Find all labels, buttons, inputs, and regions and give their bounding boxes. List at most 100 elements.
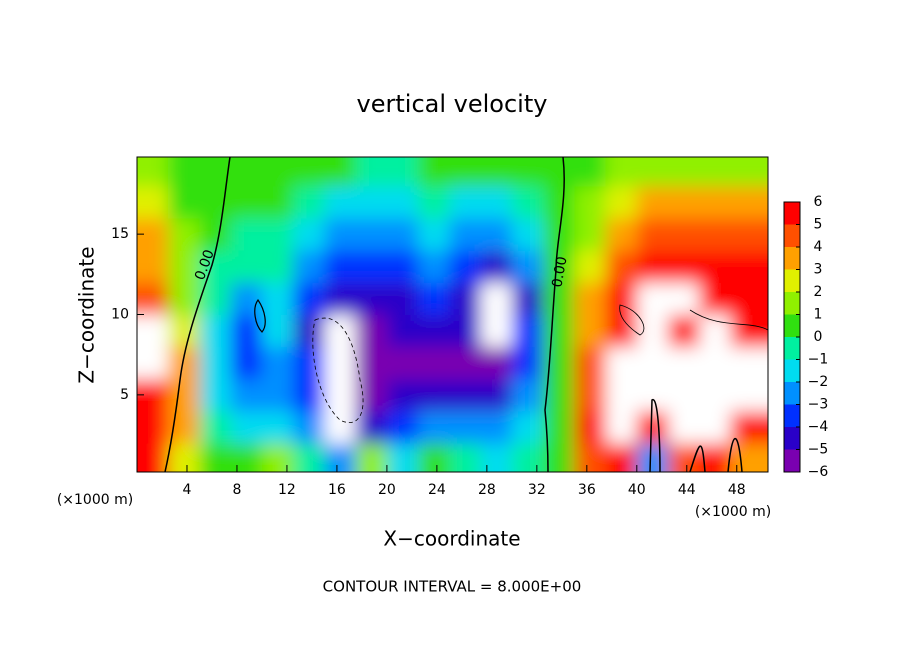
- contour-label: 0.00: [549, 255, 570, 288]
- field-cell: [699, 218, 732, 251]
- field-cell: [636, 410, 669, 444]
- field-cell: [324, 157, 357, 187]
- field-cell: [449, 250, 482, 283]
- field-cell: [699, 410, 732, 444]
- field-cell: [730, 250, 768, 283]
- field-cell: [730, 185, 768, 219]
- field-cell: [261, 378, 294, 412]
- colorbar-swatch: [784, 202, 800, 225]
- field-cell: [574, 378, 607, 412]
- field-cell: [137, 218, 169, 251]
- field-cell: [511, 346, 544, 380]
- field-cell: [511, 282, 544, 315]
- field-cell: [574, 410, 607, 444]
- field-cell: [261, 346, 294, 380]
- contour-line: [689, 309, 768, 331]
- field-cell: [449, 218, 482, 251]
- field-cell: [355, 185, 388, 219]
- field-cell: [199, 185, 232, 219]
- field-cell: [324, 218, 357, 251]
- field-cell: [261, 250, 294, 283]
- colorbar-tick-label: 4: [814, 239, 823, 255]
- field-cell: [449, 185, 482, 219]
- field-cell: [230, 443, 263, 472]
- field-cell: [168, 218, 200, 251]
- field-cell: [137, 282, 169, 315]
- y-tick-label: 5: [120, 387, 129, 403]
- contours: [164, 157, 768, 472]
- field-cell: [137, 410, 169, 444]
- field-cell: [668, 346, 700, 380]
- y-axis-label: Z−coordinate: [75, 246, 99, 383]
- field-cell: [418, 185, 450, 219]
- field-cell: [449, 346, 482, 380]
- field-cell: [730, 282, 768, 315]
- field-cell: [730, 346, 768, 380]
- field-cell: [605, 314, 638, 348]
- field-cell: [261, 282, 294, 315]
- field-cell: [137, 443, 169, 472]
- field-cell: [511, 378, 544, 412]
- field-cell: [699, 346, 732, 380]
- field-cell: [168, 346, 200, 380]
- field-cell: [355, 443, 388, 472]
- field-cell: [543, 157, 575, 187]
- field-cell: [230, 157, 263, 187]
- field-cell: [668, 410, 700, 444]
- colorbar-tick-label: 1: [814, 307, 823, 323]
- field-cell: [511, 218, 544, 251]
- field-cell: [199, 314, 232, 348]
- field-cell: [168, 250, 200, 283]
- field-cell: [480, 346, 513, 380]
- field-cell: [668, 282, 700, 315]
- field: [137, 157, 768, 472]
- x-unit: (×1000 m): [57, 492, 133, 508]
- footer: CONTOUR INTERVAL = 8.000E+00: [323, 578, 582, 596]
- contour-line: [544, 157, 565, 472]
- colorbar-tick-label: 0: [814, 329, 823, 345]
- field-cell: [543, 410, 575, 444]
- field-cell: [293, 346, 325, 380]
- field-cell: [355, 218, 388, 251]
- field-cell: [636, 378, 669, 412]
- field-clip: [137, 157, 768, 472]
- field-cell: [261, 314, 294, 348]
- colorbar-tick-label: −4: [808, 419, 829, 435]
- colorbar-swatch: [784, 314, 800, 337]
- field-cell: [137, 157, 169, 187]
- colorbar-swatch: [784, 224, 800, 247]
- field-cell: [730, 410, 768, 444]
- field-cell: [324, 314, 357, 348]
- field-cell: [511, 443, 544, 472]
- field-cell: [668, 185, 700, 219]
- field-cell: [355, 314, 388, 348]
- field-cell: [261, 218, 294, 251]
- field-cell: [386, 185, 419, 219]
- field-cell: [355, 157, 388, 187]
- field-cell: [699, 282, 732, 315]
- field-cell: [480, 185, 513, 219]
- colorbar-swatch: [784, 449, 800, 472]
- colorbar-swatch: [784, 427, 800, 450]
- field-cell: [636, 346, 669, 380]
- field-cell: [324, 185, 357, 219]
- x-tick-label: 48: [728, 482, 746, 498]
- field-cell: [511, 157, 544, 187]
- field-cell: [230, 282, 263, 315]
- field-cell: [605, 410, 638, 444]
- field-cell: [418, 443, 450, 472]
- field-cell: [168, 185, 200, 219]
- x-tick-label: 8: [232, 482, 241, 498]
- field-cell: [668, 378, 700, 412]
- chart-title: vertical velocity: [357, 90, 548, 118]
- field-cell: [605, 346, 638, 380]
- field-cell: [480, 378, 513, 412]
- field-cell: [699, 378, 732, 412]
- field-cell: [199, 250, 232, 283]
- field-cell: [418, 410, 450, 444]
- field-cell: [480, 218, 513, 251]
- field-cell: [293, 410, 325, 444]
- field-cell: [574, 314, 607, 348]
- field-cell: [261, 185, 294, 219]
- field-cell: [605, 185, 638, 219]
